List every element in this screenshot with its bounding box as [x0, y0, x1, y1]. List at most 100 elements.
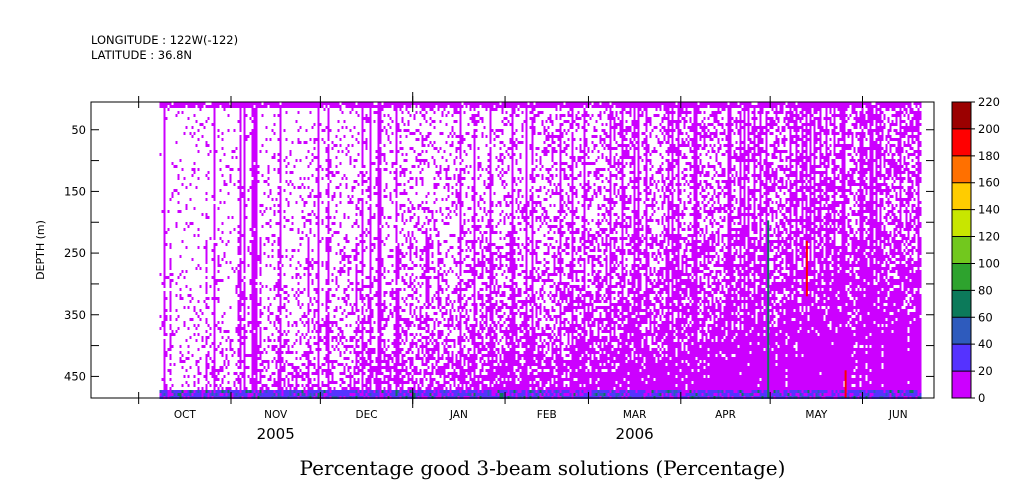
heatmap-cell-336	[191, 318, 194, 321]
heatmap-cell-2843	[347, 357, 350, 360]
heatmap-cell-161	[169, 303, 172, 306]
heatmap-cell-3532	[379, 159, 382, 162]
heatmap-cell-2940	[355, 213, 358, 216]
heatmap-cell-1453	[259, 261, 262, 264]
heatmap-cell-1547	[267, 171, 270, 174]
heatmap-cell-2189	[309, 378, 312, 381]
heatmap-cell-3611	[381, 120, 384, 123]
heatmap-cell-1300	[253, 321, 256, 324]
heatmap-cell-535	[213, 114, 216, 117]
heatmap-cell-2882	[351, 105, 354, 108]
heatmap-cell-1521	[263, 390, 266, 393]
heatmap-cell-1759	[279, 252, 282, 255]
heatmap-cell-1419	[255, 393, 258, 396]
heatmap-cell-3748	[389, 216, 392, 219]
heatmap-cell-4695	[435, 360, 438, 363]
heatmap-cell-4575	[429, 234, 432, 237]
heatmap-cell-3791	[391, 378, 394, 381]
heatmap-cell-2662	[335, 135, 338, 138]
heatmap-cell-1191	[251, 282, 254, 285]
heatmap-cell-2852	[349, 105, 352, 108]
heatmap-cell-1352	[255, 186, 258, 189]
heatmap-cell-3331	[369, 384, 372, 387]
heatmap-cell-2482	[325, 369, 328, 372]
heatmap-cell-2040	[301, 216, 304, 219]
heatmap-cell-2985	[357, 102, 360, 105]
heatmap-cell-2754	[341, 333, 344, 336]
heatmap-cell-2875	[349, 381, 352, 384]
heatmap-cell-391	[197, 369, 200, 372]
heatmap-cell-293	[185, 381, 188, 384]
heatmap-cell-988	[243, 111, 246, 114]
heatmap-cell-4479	[425, 276, 428, 279]
heatmap-cell-1304	[253, 336, 256, 339]
heatmap-cell-1072	[243, 372, 246, 375]
heatmap-cell-1828	[283, 210, 286, 213]
heatmap-cell-4437	[423, 276, 426, 279]
heatmap-cell-786	[231, 267, 234, 270]
heatmap-cell-7	[159, 393, 162, 396]
heatmap-cell-4591	[429, 378, 432, 381]
heatmap-cell-257	[181, 240, 184, 243]
heatmap-cell-1311	[253, 357, 256, 360]
heatmap-cell-3533	[379, 162, 382, 165]
heatmap-cell-803	[233, 384, 236, 387]
heatmap-cell-615	[213, 360, 216, 363]
heatmap-cell-4528	[427, 252, 430, 255]
heatmap-cell-4206	[411, 177, 414, 180]
heatmap-cell-3399	[375, 270, 378, 273]
heatmap-cell-4291	[415, 291, 418, 294]
heatmap-cell-1201	[251, 312, 254, 315]
heatmap-cell-1924	[291, 183, 294, 186]
heatmap-cell-3228	[367, 351, 370, 354]
heatmap-cell-4129	[407, 123, 410, 126]
heatmap-cell-1750	[279, 225, 282, 228]
heatmap-cell-96	[163, 339, 166, 342]
heatmap-cell-3042	[359, 369, 362, 372]
heatmap-cell-3691	[385, 282, 388, 285]
heatmap-cell-377	[197, 150, 200, 153]
heatmap-cell-3474	[377, 273, 380, 276]
heatmap-cell-2642	[333, 195, 336, 198]
heatmap-cell-2724	[339, 273, 342, 276]
heatmap-cell-2342	[317, 291, 320, 294]
heatmap-cell-3942	[397, 297, 400, 300]
heatmap-cell-423	[201, 393, 204, 396]
heatmap-cell-430	[203, 375, 206, 378]
heatmap-cell-1045	[243, 288, 246, 291]
heatmap-cell-2956	[355, 282, 358, 285]
heatmap-cell-3044	[359, 393, 362, 396]
heatmap-cell-4273	[415, 129, 418, 132]
heatmap-cell-2820	[345, 390, 348, 393]
heatmap-cell-1298	[253, 315, 256, 318]
heatmap-cell-43	[163, 174, 166, 177]
heatmap-cell-3431	[377, 144, 380, 147]
heatmap-cell-2359	[317, 342, 320, 345]
heatmap-cell-2883	[351, 108, 354, 111]
heatmap-cell-553	[213, 168, 216, 171]
heatmap-cell-2174	[309, 222, 312, 225]
heatmap-cell-2025	[299, 318, 302, 321]
heatmap-cell-4278	[415, 180, 418, 183]
heatmap-cell-169	[169, 336, 172, 339]
heatmap-cell-1831	[283, 273, 286, 276]
heatmap-cell-2448	[325, 216, 328, 219]
heatmap-cell-72	[163, 261, 166, 264]
heatmap-cell-2384	[319, 240, 322, 243]
heatmap-cell-256	[181, 183, 184, 186]
heatmap-cell-3520	[379, 120, 382, 123]
heatmap-cell-4303	[415, 372, 418, 375]
heatmap-cell-1954	[293, 375, 296, 378]
heatmap-cell-2635	[331, 393, 334, 396]
heatmap-cell-3966	[397, 372, 400, 375]
heatmap-cell-681	[219, 366, 222, 369]
heatmap-cell-1635	[273, 384, 276, 387]
heatmap-cell-2578	[327, 393, 330, 396]
heatmap-cell-4199	[409, 390, 412, 393]
heatmap-cell-542	[213, 135, 216, 138]
heatmap-cell-3979	[399, 141, 402, 144]
heatmap-cell-621	[213, 378, 216, 381]
heatmap-cell-873	[239, 114, 242, 117]
heatmap-cell-3146	[363, 231, 366, 234]
heatmap-cell-102	[163, 357, 166, 360]
